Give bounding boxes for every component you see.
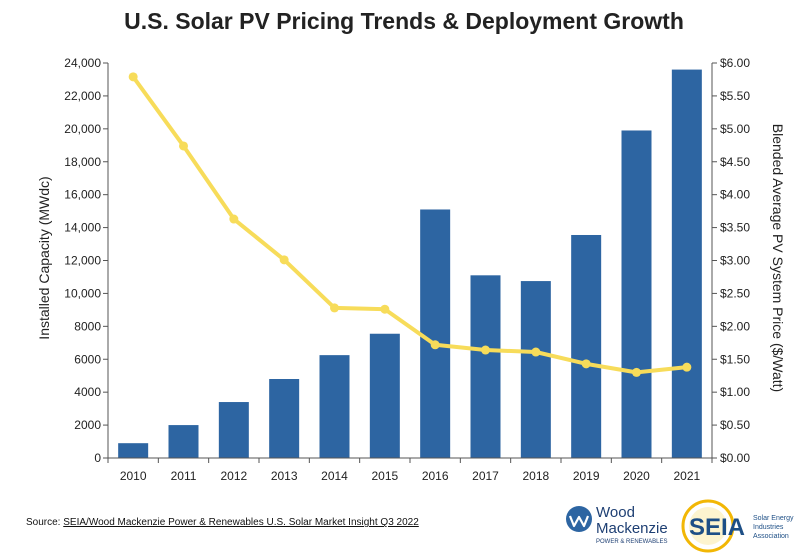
- capacity-bar: [571, 234, 602, 458]
- y-tick-label-left: 12,000: [64, 254, 101, 268]
- y-tick-label-right: $5.50: [720, 89, 750, 103]
- svg-text:SEIA: SEIA: [689, 514, 745, 541]
- y-tick-label-right: $0.50: [720, 418, 750, 432]
- capacity-bar: [369, 333, 400, 458]
- y-tick-label-right: $1.50: [720, 352, 750, 366]
- capacity-bar: [269, 379, 300, 458]
- y-tick-label-right: $5.00: [720, 122, 750, 136]
- y-tick-label-left: 4000: [74, 385, 101, 399]
- price-point: [481, 345, 490, 355]
- price-point: [279, 255, 289, 265]
- svg-text:Industries: Industries: [753, 524, 784, 531]
- capacity-bar: [671, 69, 702, 458]
- x-tick-label: 2021: [673, 469, 700, 483]
- y-tick-label-left: 2000: [74, 418, 101, 432]
- left-axis-ticks: 0 2000 4000 6000 8000 10,000 12,000 14,000 16,00…: [64, 56, 108, 465]
- capacity-bar: [520, 281, 551, 458]
- svg-text:POWER & RENEWABLES: POWER & RENEWABLES: [596, 539, 667, 545]
- y-tick-label-left: 18,000: [64, 155, 101, 169]
- x-tick-label: 2019: [573, 469, 600, 483]
- price-point: [380, 304, 390, 314]
- y-tick-label-left: 8000: [74, 319, 101, 333]
- capacity-bar: [118, 443, 149, 458]
- y-tick-label-left: 22,000: [64, 89, 101, 103]
- x-tick-label: 2010: [120, 469, 147, 483]
- y-tick-label-right: $1.00: [720, 385, 750, 399]
- capacity-bar: [420, 209, 451, 458]
- y-tick-label-right: $3.00: [720, 254, 750, 268]
- x-tick-label: 2011: [171, 469, 197, 483]
- x-tick-label: 2020: [623, 469, 650, 483]
- y-tick-label-right: $2.00: [720, 319, 750, 333]
- price-point: [531, 347, 541, 357]
- svg-text:Solar Energy: Solar Energy: [753, 515, 794, 522]
- x-tick-label: 2015: [371, 469, 398, 483]
- price-point: [682, 362, 692, 372]
- x-tick-label: 2013: [271, 469, 298, 483]
- price-point: [632, 367, 641, 377]
- x-tick-label: 2012: [220, 469, 247, 483]
- x-tick-label: 2017: [472, 469, 499, 483]
- y-tick-label-left: 0: [94, 451, 101, 465]
- y-tick-label-right: $4.50: [720, 155, 750, 169]
- y-tick-label-left: 20,000: [64, 122, 101, 136]
- price-point: [430, 340, 440, 350]
- y-tick-label-right: $3.50: [720, 221, 750, 235]
- wood-mackenzie-logo: Wood Mackenzie POWER & RENEWABLES: [566, 504, 668, 545]
- price-point: [229, 214, 239, 224]
- chart-title: U.S. Solar PV Pricing Trends & Deploymen…: [124, 8, 684, 34]
- y-tick-label-left: 6000: [74, 352, 101, 366]
- y-tick-label-left: 16,000: [64, 188, 101, 202]
- price-line: [131, 75, 688, 375]
- chart-axes: [107, 63, 713, 459]
- svg-text:Association: Association: [753, 533, 789, 540]
- svg-text:Wood: Wood: [596, 504, 635, 521]
- capacity-bars: [118, 69, 702, 458]
- right-axis-ticks: $0.00 $0.50 $1.00 $1.50 $2.00 $2.50 $3.00 $3.50…: [712, 56, 750, 465]
- y-tick-label-right: $2.50: [720, 286, 750, 300]
- y-axis-label-right: Blended Average PV System Price ($/Watt): [770, 124, 786, 392]
- x-axis-ticks: 2010 2011 2012 2013 2014 2015 2016 2017 2018 2019…: [107, 458, 713, 483]
- y-tick-label-left: 10,000: [64, 286, 101, 300]
- y-tick-label-left: 14,000: [64, 221, 101, 235]
- source-link[interactable]: SEIA/Wood Mackenzie Power & Renewables U…: [63, 517, 419, 528]
- y-tick-label-right: $0.00: [720, 451, 750, 465]
- x-tick-label: 2016: [422, 469, 449, 483]
- capacity-bar: [319, 355, 350, 458]
- capacity-bar: [168, 425, 199, 458]
- svg-text:Mackenzie: Mackenzie: [596, 520, 668, 537]
- price-point: [128, 72, 138, 82]
- price-line-series: [128, 72, 692, 377]
- capacity-bar: [621, 130, 652, 458]
- seia-logo: SEIA Solar Energy Industries Association: [681, 499, 794, 553]
- x-tick-label: 2014: [321, 469, 348, 483]
- y-tick-label-right: $6.00: [720, 56, 750, 70]
- price-point: [179, 141, 188, 151]
- price-point: [330, 303, 339, 313]
- source-note: Source: SEIA/Wood Mackenzie Power & Rene…: [26, 517, 419, 528]
- y-tick-label-right: $4.00: [720, 188, 750, 202]
- y-axis-label-left: Installed Capacity (MWdc): [36, 176, 52, 339]
- capacity-bar: [218, 402, 249, 458]
- y-tick-label-left: 24,000: [64, 56, 101, 70]
- x-tick-label: 2018: [522, 469, 549, 483]
- capacity-bar: [470, 275, 501, 458]
- source-prefix: Source:: [26, 517, 64, 528]
- price-point: [581, 359, 591, 369]
